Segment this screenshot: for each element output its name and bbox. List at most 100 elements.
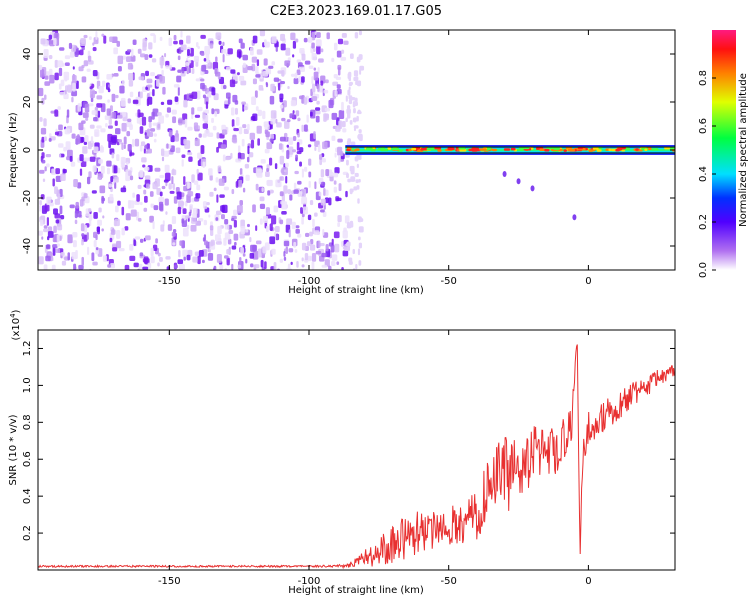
noise-cell: [305, 232, 310, 237]
noise-cell: [133, 262, 139, 268]
noise-cell: [191, 107, 195, 115]
noise-cell: [295, 154, 298, 160]
noise-cell: [45, 153, 52, 158]
noise-cell: [48, 137, 52, 142]
noise-cell: [130, 64, 134, 70]
noise-cell: [111, 93, 116, 103]
noise-cell: [218, 178, 225, 186]
noise-cell: [181, 159, 184, 167]
noise-cell: [341, 33, 347, 38]
signal-hotspot: [669, 147, 675, 150]
noise-cell: [127, 118, 132, 123]
noise-cell: [172, 242, 176, 246]
noise-cell: [79, 154, 84, 162]
noise-cell: [65, 141, 71, 150]
noise-cell: [251, 56, 258, 63]
noise-cell: [334, 152, 337, 158]
noise-cell: [203, 219, 208, 226]
signal-hotspot: [391, 147, 400, 151]
noise-cell: [121, 206, 125, 216]
noise-cell: [293, 182, 297, 190]
noise-cell: [117, 139, 122, 143]
noise-cell: [312, 83, 316, 93]
noise-cell: [342, 128, 347, 133]
noise-cell: [248, 152, 254, 158]
noise-cell: [161, 69, 164, 76]
noise-cell: [68, 42, 73, 49]
noise-cell: [142, 164, 146, 168]
noise-cell: [73, 263, 77, 270]
noise-cell: [299, 147, 304, 153]
noise-cell: [40, 194, 45, 200]
noise-cell: [43, 118, 47, 127]
noise-cell: [263, 215, 268, 223]
noise-cell: [53, 37, 57, 46]
noise-cell: [353, 76, 359, 82]
noise-cell: [214, 111, 218, 117]
noise-cell: [334, 167, 340, 174]
noise-cell: [173, 34, 177, 41]
noise-cell: [115, 205, 119, 213]
noise-cell: [227, 238, 232, 245]
noise-cell: [183, 176, 186, 185]
noise-cell: [326, 32, 330, 40]
noise-cell: [58, 153, 62, 158]
noise-cell: [181, 67, 185, 74]
noise-cell: [301, 53, 306, 61]
noise-cell: [90, 136, 94, 144]
noise-cell: [235, 116, 240, 126]
noise-cell: [150, 247, 154, 257]
spectrogram-y-tick-label: -40: [22, 238, 33, 254]
noise-cell: [329, 175, 334, 182]
noise-cell: [265, 171, 270, 177]
noise-cell: [45, 71, 51, 77]
noise-cell: [165, 211, 168, 215]
noise-cell: [283, 250, 286, 257]
snr-y-tick-label: 0.2: [22, 525, 33, 541]
noise-cell: [300, 188, 306, 198]
noise-cell: [343, 40, 349, 45]
spectrogram-y-tick-label: 20: [22, 96, 33, 109]
noise-cell: [110, 175, 114, 183]
noise-cell: [53, 208, 58, 215]
noise-cell: [109, 237, 113, 243]
noise-cell: [231, 119, 235, 127]
noise-cell: [277, 82, 281, 91]
noise-cell: [265, 207, 270, 215]
noise-cell: [141, 116, 147, 126]
noise-cell: [233, 209, 238, 216]
noise-cell: [292, 40, 297, 49]
noise-cell: [338, 154, 341, 164]
noise-cell: [286, 268, 292, 270]
noise-cell: [296, 141, 300, 151]
noise-cell: [338, 183, 342, 192]
noise-cell: [195, 42, 199, 48]
noise-cell: [301, 216, 304, 225]
noise-cell: [208, 248, 211, 253]
noise-cell: [215, 56, 218, 63]
noise-cell: [307, 36, 313, 43]
noise-cell: [229, 79, 236, 88]
noise-cell: [57, 60, 63, 68]
noise-cell: [354, 32, 359, 39]
noise-cell: [325, 79, 329, 84]
noise-cell: [149, 215, 154, 223]
noise-cell: [181, 154, 186, 158]
signal-hotspot: [592, 147, 599, 150]
noise-cell: [38, 256, 44, 265]
noise-cell: [177, 69, 182, 73]
noise-cell: [174, 96, 179, 103]
snr-y-label: SNR (10 * v/v): [8, 414, 19, 485]
noise-cell: [129, 152, 135, 156]
noise-cell: [278, 143, 283, 150]
noise-cell: [84, 135, 89, 143]
spectrogram-x-tick-label: -50: [441, 276, 457, 287]
noise-cell: [108, 84, 111, 88]
noise-cell: [72, 66, 75, 70]
noise-cell: [182, 208, 187, 215]
noise-cell: [184, 118, 188, 128]
noise-cell: [269, 157, 273, 166]
signal-hotspot: [471, 149, 478, 152]
noise-cell: [287, 85, 290, 90]
noise-cell: [285, 47, 291, 56]
